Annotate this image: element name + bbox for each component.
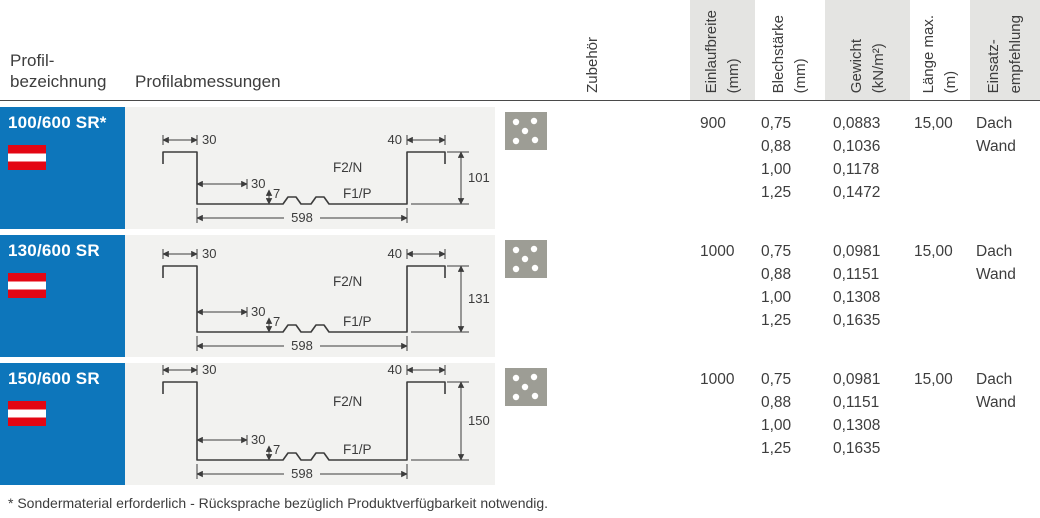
label-f1p: F1/P [343,314,372,329]
blechstaerke-values: 0,75 0,88 1,00 1,25 [755,363,825,485]
label-f2n: F2/N [333,394,362,409]
profile-name-cell: 130/600 SR [0,235,125,357]
profile-name-cell: 100/600 SR* [0,107,125,229]
gewicht-values: 0,0981 0,1151 0,1308 0,1635 [825,363,910,485]
blechstaerke-values: 0,75 0,88 1,00 1,25 [755,107,825,229]
header-profilabmessungen: Profilabmessungen [125,0,495,101]
einsatz-values: Dach Wand [970,363,1040,485]
header-gewicht-label: Gewicht (kN/m²) [847,38,887,93]
austria-flag-icon [8,273,46,298]
accessory-perforated-icon [505,240,547,278]
laenge-max-value: 15,00 [910,235,970,357]
profile-drawing-cell: 30 40 101 598 30 7 F2/N F1/P [125,107,495,229]
dim-height: 131 [468,291,490,306]
dim-inner-height: 7 [273,186,280,201]
header-zubehoer-label: Zubehör [583,37,601,93]
profile-drawing: 30 40 131 598 30 7 F2/N F1/P [162,246,490,353]
einlaufbreite-value: 1000 [690,235,755,357]
dim-inner-height: 7 [273,314,280,329]
einsatz-values: Dach Wand [970,235,1040,357]
label-f2n: F2/N [333,160,362,175]
gewicht-values: 0,0883 0,1036 0,1178 0,1472 [825,107,910,229]
dim-width: 598 [291,338,313,353]
dim-inner-height: 7 [273,442,280,457]
dim-height: 150 [468,413,490,428]
dim-top-left: 30 [202,132,216,147]
header-laenge-max: Länge max. (m) [910,0,970,101]
profile-name: 150/600 SR [8,369,100,388]
dim-inner-width: 30 [251,176,265,191]
dim-width: 598 [291,466,313,481]
einlaufbreite-value: 1000 [690,363,755,485]
laenge-max-value: 15,00 [910,107,970,229]
accessory-perforated-icon [505,368,547,406]
header-profilbezeichnung: Profil- bezeichnung [0,0,125,101]
laenge-max-value: 15,00 [910,363,970,485]
dim-top-right: 40 [388,364,402,377]
zubehoer-cell [495,107,690,229]
profile-drawing-cell: 30 40 131 598 30 7 F2/N F1/P [125,235,495,357]
accessory-perforated-icon [505,112,547,150]
profile-name-cell: 150/600 SR [0,363,125,485]
header-laenge-max-label: Länge max. (m) [920,14,959,93]
zubehoer-cell [495,235,690,357]
dim-top-left: 30 [202,246,216,261]
header-zubehoer: Zubehör [495,0,690,101]
profile-spec-table: Profil- bezeichnung Profilabmessungen Zu… [0,0,1040,485]
header-blechstaerke: Blechstärke (mm) [755,0,825,101]
profile-drawing: 30 40 150 598 30 7 F2/N F1/P [162,364,490,481]
profile-drawing: 30 40 101 598 30 7 F2/N F1/P [162,132,490,225]
header-einsatzempfehlung: Einsatz- empfehlung [970,0,1040,101]
dim-top-right: 40 [388,246,402,261]
gewicht-values: 0,0981 0,1151 0,1308 0,1635 [825,235,910,357]
header-blechstaerke-label: Blechstärke (mm) [770,14,809,93]
label-f1p: F1/P [343,442,372,457]
dim-top-right: 40 [388,132,402,147]
blechstaerke-values: 0,75 0,88 1,00 1,25 [755,235,825,357]
profile-name: 100/600 SR* [8,113,107,132]
label-f2n: F2/N [333,274,362,289]
dim-inner-width: 30 [251,432,265,447]
einsatz-values: Dach Wand [970,107,1040,229]
header-einsatzempfehlung-label: Einsatz- empfehlung [985,14,1024,93]
header-einlaufbreite-label: Einlaufbreite (mm) [702,9,742,93]
dim-inner-width: 30 [251,304,265,319]
einlaufbreite-value: 900 [690,107,755,229]
zubehoer-cell [495,363,690,485]
dim-top-left: 30 [202,364,216,377]
label-f1p: F1/P [343,186,372,201]
dim-height: 101 [468,170,490,185]
austria-flag-icon [8,401,46,426]
header-gewicht: Gewicht (kN/m²) [825,0,910,101]
footnote: * Sondermaterial erforderlich - Rückspra… [8,495,549,511]
profile-drawing-cell: 30 40 150 598 30 7 F2/N F1/P [125,363,495,485]
profile-name: 130/600 SR [8,241,100,260]
dim-width: 598 [291,210,313,225]
header-einlaufbreite: Einlaufbreite (mm) [690,0,755,101]
austria-flag-icon [8,145,46,170]
